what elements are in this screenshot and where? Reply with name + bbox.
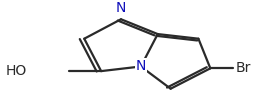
Text: HO: HO (5, 64, 27, 78)
Text: N: N (136, 60, 146, 73)
Text: N: N (116, 1, 126, 15)
Text: Br: Br (236, 61, 251, 75)
